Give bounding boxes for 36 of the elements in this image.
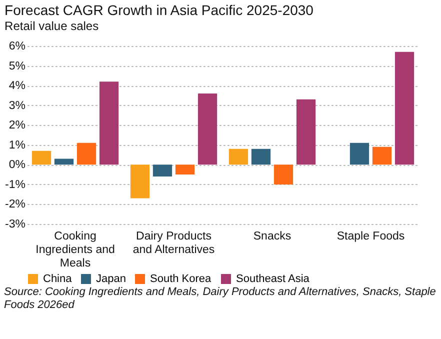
- bar: [175, 164, 195, 175]
- source-note: Source: Cooking Ingredients and Meals, Dairy Products and Alternatives, Snacks, Staple Foods 2026ed: [4, 286, 437, 312]
- x-tick-label: Dairy Products and Alternatives: [132, 230, 215, 256]
- bar: [99, 82, 119, 165]
- bar: [350, 142, 370, 165]
- bar: [372, 146, 392, 165]
- y-tick-label: 1%: [8, 139, 26, 152]
- bar: [251, 148, 271, 165]
- chart-title: Forecast CAGR Growth in Asia Pacific 2025-2030: [4, 2, 314, 18]
- bar: [152, 164, 172, 177]
- bar: [274, 164, 294, 184]
- chart-subtitle: Retail value sales: [4, 19, 99, 33]
- y-tick-label: -2%: [5, 198, 26, 211]
- y-tick-label: 2%: [8, 120, 26, 132]
- y-tick-label: -1%: [5, 178, 26, 191]
- bar: [394, 52, 414, 165]
- bar: [130, 164, 150, 198]
- y-tick-label: 3%: [8, 100, 26, 112]
- y-tick-label: 5%: [8, 60, 26, 72]
- legend-label: China: [43, 273, 73, 285]
- bar: [228, 148, 248, 165]
- x-tick-label: Staple Foods: [336, 230, 405, 242]
- bar: [296, 99, 316, 165]
- x-tick-label: Snacks: [253, 230, 292, 242]
- bar: [76, 142, 96, 165]
- bar: [198, 93, 218, 165]
- y-tick-label: -3%: [5, 218, 26, 230]
- y-tick-label: 4%: [8, 80, 26, 92]
- legend-label: South Korea: [150, 273, 212, 285]
- legend-label: Southeast Asia: [236, 273, 310, 285]
- y-tick-label: 6%: [8, 40, 26, 52]
- bar: [32, 150, 52, 165]
- bar: [54, 158, 74, 165]
- y-tick-label: 0%: [8, 159, 26, 172]
- x-tick-label: Cooking Ingredients and Meals: [36, 230, 115, 270]
- legend-label: Japan: [96, 273, 126, 285]
